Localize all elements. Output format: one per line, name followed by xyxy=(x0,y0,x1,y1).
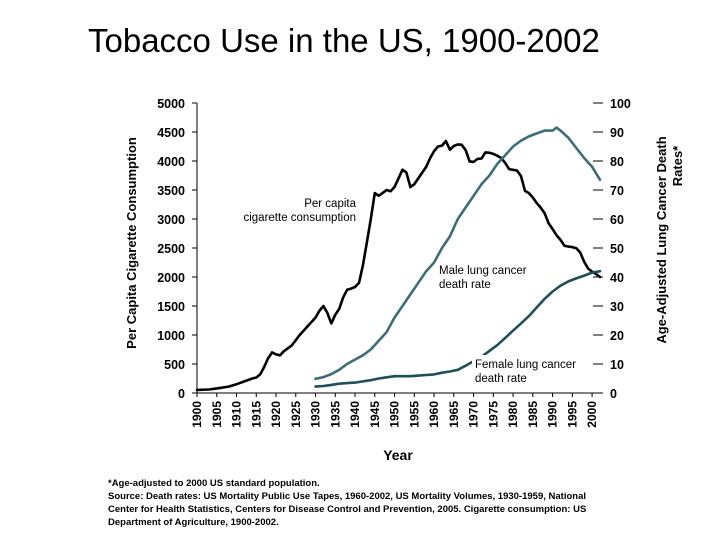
right-tick-label: 80 xyxy=(610,155,624,169)
tobacco-chart: 0500100015002000250030003500400045005000… xyxy=(124,97,685,463)
label-cigarette-consumption: Per capita cigarette consumption xyxy=(243,198,356,224)
x-tick-label: 1985 xyxy=(526,401,540,428)
x-tick-label: 1960 xyxy=(427,401,441,428)
series-labels: Per capita cigarette consumption Male lung… xyxy=(243,198,588,385)
x-tick-label: 1910 xyxy=(230,401,244,428)
series-line-cigarette-consumption xyxy=(195,139,602,392)
x-tick-label: 1990 xyxy=(546,401,560,428)
x-tick-label: 1945 xyxy=(368,401,382,428)
right-tick-label: 50 xyxy=(610,242,624,256)
right-tick-label: 100 xyxy=(610,97,631,111)
right-tick-label: 40 xyxy=(610,271,624,285)
footnote-line-1: *Age-adjusted to 2000 US standard popula… xyxy=(108,478,320,489)
right-tick-label: 90 xyxy=(610,126,624,140)
right-tick-label: 20 xyxy=(610,329,624,343)
x-tick-label: 1925 xyxy=(289,401,303,428)
right-axis-title-line-1: Age-Adjusted Lung Cancer Death xyxy=(654,136,669,343)
x-tick-label: 2000 xyxy=(585,401,599,428)
x-axis-title: Year xyxy=(383,447,413,463)
left-tick-label: 0 xyxy=(178,387,185,401)
right-tick-label: 30 xyxy=(610,300,624,314)
left-axis-title: Per Capita Cigarette Consumption xyxy=(124,137,139,349)
right-tick-label: 10 xyxy=(610,358,624,372)
x-tick-label: 1980 xyxy=(506,401,520,428)
label-male-bg xyxy=(436,262,540,292)
footnote-line-2: Source: Death rates: US Mortality Public… xyxy=(108,491,586,502)
left-tick-label: 1500 xyxy=(157,300,185,314)
footnote-line-4: Department of Agriculture, 1900-2002. xyxy=(108,517,279,528)
x-tick-label: 1975 xyxy=(486,401,500,428)
x-tick-label: 1920 xyxy=(269,401,283,428)
x-tick-label: 1915 xyxy=(249,401,263,428)
series-line-female-lung-cancer xyxy=(314,269,602,388)
left-tick-label: 1000 xyxy=(157,329,185,343)
x-tick-label: 1970 xyxy=(467,401,481,428)
left-tick-label: 500 xyxy=(164,358,185,372)
x-tick-label: 1940 xyxy=(348,401,362,428)
left-tick-label: 2000 xyxy=(157,271,185,285)
right-axis-title: Age-Adjusted Lung Cancer DeathRates* xyxy=(654,136,685,343)
left-tick-label: 4000 xyxy=(157,155,185,169)
label-female-bg xyxy=(472,355,588,385)
series-line-male-lung-cancer xyxy=(314,126,602,381)
x-tick-label: 1930 xyxy=(309,401,323,428)
x-tick-label: 1950 xyxy=(388,401,402,428)
x-tick-label: 1995 xyxy=(565,401,579,428)
chart-axes: 0500100015002000250030003500400045005000… xyxy=(124,97,685,463)
left-tick-label: 4500 xyxy=(157,126,185,140)
right-tick-label: 70 xyxy=(610,184,624,198)
left-tick-label: 3500 xyxy=(157,184,185,198)
footnote-line-3: Center for Health Statistics, Centers fo… xyxy=(108,504,587,515)
footnote: *Age-adjusted to 2000 US standard popula… xyxy=(108,477,678,529)
label-male-lung-cancer: Male lung cancer death rate xyxy=(439,265,527,291)
x-tick-label: 1905 xyxy=(210,401,224,428)
x-tick-label: 1935 xyxy=(328,401,342,428)
left-tick-label: 3000 xyxy=(157,213,185,227)
right-axis-title-line-2: Rates* xyxy=(670,145,685,186)
page-title: Tobacco Use in the US, 1900-2002 xyxy=(88,22,600,59)
right-tick-label: 60 xyxy=(610,213,624,227)
label-female-lung-cancer: Female lung cancer death rate xyxy=(475,359,576,385)
series-lines xyxy=(195,126,602,392)
right-tick-label: 0 xyxy=(610,387,617,401)
x-tick-label: 1965 xyxy=(447,401,461,428)
left-tick-label: 5000 xyxy=(157,97,185,111)
left-tick-label: 2500 xyxy=(157,242,185,256)
x-tick-label: 1900 xyxy=(190,401,204,428)
x-tick-label: 1955 xyxy=(407,401,421,428)
